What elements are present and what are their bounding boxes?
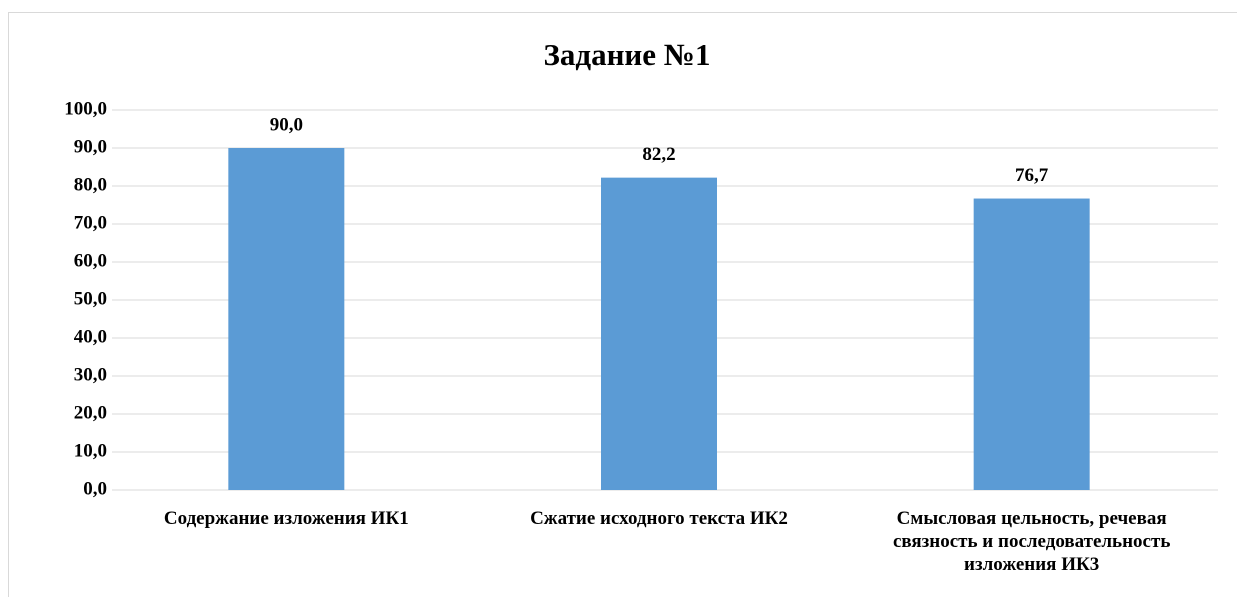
y-tick-label: 0,0: [83, 478, 107, 499]
x-tick-label: Содержание изложения ИК1: [163, 508, 409, 529]
chart-title: Задание №1: [544, 37, 711, 72]
y-tick-label: 20,0: [74, 402, 107, 423]
chart-frame: [8, 12, 1237, 597]
y-tick-label: 90,0: [74, 136, 107, 157]
bar: [228, 148, 345, 490]
y-tick-label: 70,0: [74, 212, 107, 233]
y-tick-label: 10,0: [74, 440, 107, 461]
y-tick-label: 80,0: [74, 174, 107, 195]
y-tick-label: 100,0: [64, 98, 107, 119]
value-label: 90,0: [270, 114, 303, 135]
value-label: 76,7: [1015, 165, 1049, 186]
bar: [973, 198, 1090, 491]
y-tick-label: 40,0: [74, 326, 107, 347]
x-tick-label: Сжатие исходного текста ИК2: [530, 508, 788, 529]
value-label: 82,2: [642, 144, 675, 165]
bar: [601, 177, 717, 490]
y-tick-label: 60,0: [74, 250, 107, 271]
y-tick-label: 30,0: [74, 364, 107, 385]
y-tick-label: 50,0: [74, 288, 107, 309]
x-tick-label: Смысловая цельность, речевая связность и…: [892, 508, 1171, 575]
